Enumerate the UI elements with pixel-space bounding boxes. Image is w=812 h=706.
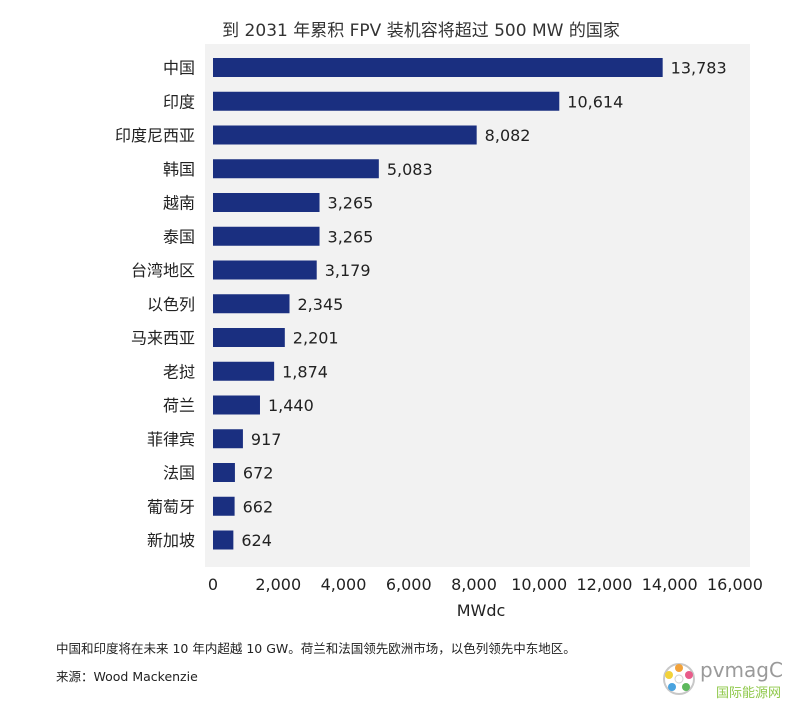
value-label: 662 — [243, 497, 274, 516]
watermark-logo: pvmagC 国际能源网 — [660, 658, 810, 702]
bar — [213, 361, 275, 381]
value-label: 2,201 — [293, 329, 339, 348]
category-label: 泰国 — [163, 227, 195, 246]
category-label: 葡萄牙 — [147, 497, 195, 516]
value-label: 3,265 — [328, 194, 374, 213]
value-label: 3,265 — [328, 227, 374, 246]
value-label: 5,083 — [387, 160, 433, 179]
bar — [213, 91, 560, 111]
category-label: 荷兰 — [163, 396, 195, 415]
category-label: 马来西亚 — [131, 329, 195, 348]
x-tick-label: 2,000 — [255, 575, 301, 594]
chart-note: 中国和印度将在未来 10 年内超越 10 GW。荷兰和法国领先欧洲市场，以色列领… — [56, 641, 576, 656]
value-label: 624 — [241, 531, 272, 550]
category-label: 越南 — [163, 194, 195, 213]
x-tick-label: 8,000 — [451, 575, 497, 594]
wechat-flower-icon — [663, 663, 695, 695]
bar — [213, 328, 285, 347]
value-label: 13,783 — [671, 59, 727, 78]
value-label: 1,440 — [268, 396, 314, 415]
bar — [213, 159, 379, 179]
chart-source: 来源：Wood Mackenzie — [56, 669, 198, 684]
bar — [213, 429, 243, 449]
bar — [213, 395, 260, 415]
bar — [213, 193, 320, 212]
category-label: 台湾地区 — [131, 261, 195, 280]
value-label: 8,082 — [485, 126, 531, 145]
category-label: 新加坡 — [147, 531, 195, 550]
value-label: 10,614 — [567, 92, 623, 111]
x-tick-label: 6,000 — [386, 575, 432, 594]
chart-title: 到 2031 年累积 FPV 装机容将超过 500 MW 的国家 — [222, 21, 620, 41]
x-tick-label: 16,000 — [707, 575, 763, 594]
watermark-logo-subtext: 国际能源网 — [716, 686, 782, 701]
value-label: 917 — [251, 430, 282, 449]
bar — [213, 496, 235, 516]
x-axis-label: MWdc — [457, 601, 506, 620]
bar — [213, 58, 663, 77]
bar — [213, 463, 235, 482]
bars-group: 中国 13,783 印度 10,614 印度尼西亚 8,082 韩国 5,083 越南 3,265… — [115, 58, 727, 550]
bar — [213, 226, 320, 246]
value-label: 672 — [243, 464, 274, 483]
bar — [213, 125, 477, 145]
category-label: 韩国 — [163, 160, 195, 179]
category-label: 印度尼西亚 — [115, 126, 195, 145]
x-tick-label: 14,000 — [642, 575, 698, 594]
category-label: 中国 — [163, 59, 195, 78]
category-label: 菲律宾 — [147, 430, 195, 449]
watermark-logo-text: pvmagC — [700, 658, 783, 682]
x-tick-label: 4,000 — [321, 575, 367, 594]
value-label: 3,179 — [325, 261, 371, 280]
x-tick-label: 10,000 — [511, 575, 567, 594]
bar-chart: 到 2031 年累积 FPV 装机容将超过 500 MW 的国家 中国 13,78… — [115, 21, 763, 620]
category-label: 印度 — [163, 92, 195, 111]
value-label: 1,874 — [282, 362, 328, 381]
category-label: 以色列 — [147, 295, 195, 314]
x-tick-label: 0 — [208, 575, 218, 594]
bar — [213, 260, 317, 280]
x-axis-ticks: 0 2,000 4,000 6,000 8,000 10,000 12,000 14,000 1… — [208, 575, 763, 594]
bar — [213, 530, 234, 550]
bar — [213, 294, 290, 314]
x-tick-label: 12,000 — [577, 575, 633, 594]
category-label: 老挝 — [163, 362, 195, 381]
value-label: 2,345 — [298, 295, 344, 314]
category-label: 法国 — [163, 464, 195, 483]
